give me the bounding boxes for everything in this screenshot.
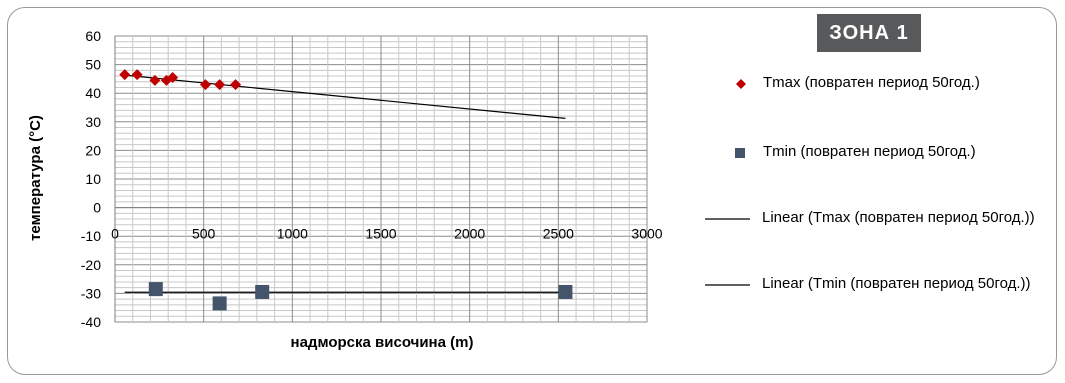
- x-tick-label: 2000: [454, 226, 485, 242]
- y-tick-label: 60: [85, 28, 101, 44]
- x-tick-label: 3000: [631, 226, 662, 242]
- zone-badge: ЗОНА 1: [817, 14, 921, 52]
- legend-label-linear-tmax: Linear (Tmax (повратен период 50год.)): [762, 209, 1035, 226]
- legend-label-tmax: Tmax (повратен период 50год.): [763, 74, 980, 91]
- legend-label-linear-tmin: Linear (Tmin (повратен период 50год.)): [762, 275, 1031, 292]
- y-tick-label: 30: [85, 114, 101, 130]
- square-marker-icon: [735, 148, 745, 158]
- tmax-point: [214, 79, 226, 91]
- y-tick-label: 40: [85, 85, 101, 101]
- y-tick-label: 20: [85, 142, 101, 158]
- tmax-point: [199, 79, 211, 91]
- y-tick-label: 50: [85, 57, 101, 73]
- tmax-point: [230, 79, 242, 91]
- axes: [114, 36, 647, 322]
- x-tick-label: 500: [192, 226, 216, 242]
- x-axis-title: надморска височина (m): [291, 334, 474, 351]
- x-tick-label: 1500: [365, 226, 396, 242]
- tmin-point: [558, 284, 573, 299]
- tmin-point: [148, 282, 163, 297]
- y-tick-label: -30: [81, 285, 101, 301]
- x-tick-label: 0: [111, 226, 119, 242]
- trendlines: [124, 74, 566, 293]
- trendline: [124, 74, 566, 119]
- data-points: [119, 69, 573, 311]
- tick-labels: 60 50 40 30 20 10 0 -10 -20 -30 -40 0 500 1000 1500 200…: [81, 28, 663, 330]
- y-tick-label: -20: [81, 257, 101, 273]
- y-tick-label: -10: [81, 228, 101, 244]
- tmin-point: [212, 296, 227, 311]
- tmax-point: [167, 71, 179, 83]
- line-marker-icon: [705, 218, 750, 220]
- tmin-point: [255, 284, 270, 299]
- tmax-point: [131, 69, 143, 81]
- grid-lines: [114, 35, 648, 323]
- legend-label-tmin: Tmin (повратен период 50год.): [763, 143, 976, 160]
- line-marker-icon: [705, 284, 750, 286]
- y-tick-label: 10: [85, 171, 101, 187]
- y-tick-label: 0: [93, 200, 101, 216]
- x-tick-label: 1000: [277, 226, 308, 242]
- tmax-point: [119, 69, 131, 81]
- x-tick-label: 2500: [543, 226, 574, 242]
- tmax-point: [149, 74, 161, 86]
- diamond-marker-icon: [736, 79, 746, 89]
- y-axis-title: температура (°C): [27, 115, 44, 241]
- y-tick-label: -40: [81, 314, 101, 330]
